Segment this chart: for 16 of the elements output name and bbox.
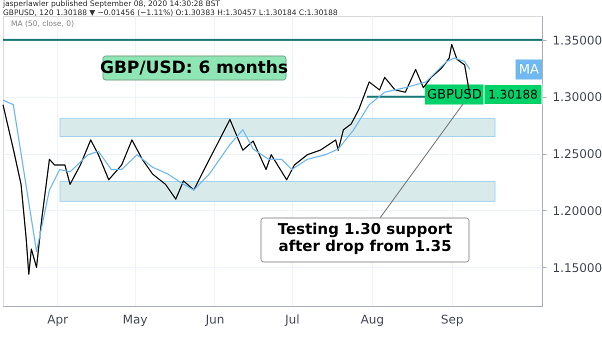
annotation: 1.30188 [488, 87, 538, 102]
annotation: Testing 1.30 support after drop from 1.35 [278, 220, 452, 255]
y-tick-label: 1.20000 [552, 204, 602, 218]
x-tick-label: Jul [284, 312, 300, 326]
y-tick-label: 1.30000 [552, 90, 602, 104]
x-tick-label: Sep [440, 312, 464, 326]
y-tick-label: 1.35000 [552, 33, 602, 48]
series-label: GBPUSD [427, 87, 482, 102]
x-tick-label: Apr [47, 312, 68, 326]
x-tick-label: May [122, 312, 148, 326]
text: GBP/USD: 6 months [100, 58, 288, 78]
y-tick-label: 1.25000 [552, 147, 602, 162]
text: MA [518, 62, 539, 78]
y-tick-label: 1.15000 [552, 260, 602, 275]
x-tick-label: Aug [360, 312, 384, 326]
x-tick-label: Jun [204, 312, 224, 326]
